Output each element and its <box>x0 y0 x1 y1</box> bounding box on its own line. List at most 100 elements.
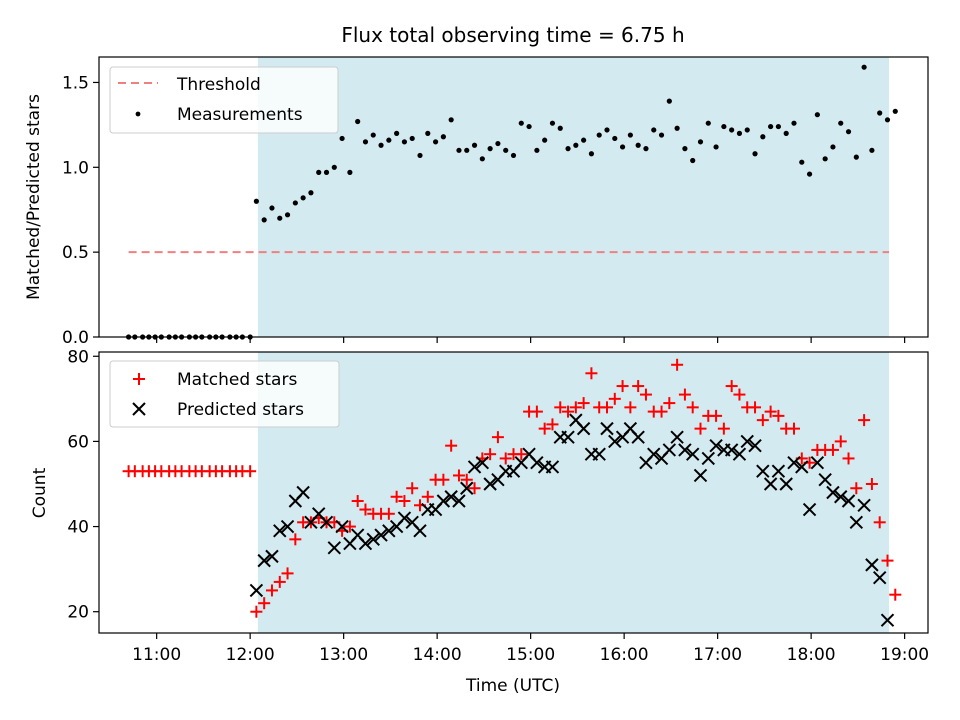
measurement-point <box>534 147 540 153</box>
matched-star-point <box>663 397 676 410</box>
measurement-point <box>822 156 828 162</box>
predicted-star-point-b <box>444 490 458 504</box>
measurement-points <box>126 64 898 340</box>
measurement-point <box>518 120 524 126</box>
bottom-x-tick-label: 11:00 <box>132 645 181 665</box>
measurement-point <box>697 139 704 145</box>
matched-star-point <box>484 448 497 461</box>
predicted-star-point <box>600 421 614 436</box>
top-panel: 0.0 0.5 1.0 1.5 Matched/Predicted stars Thr… <box>24 56 929 348</box>
predicted-star-point-b <box>732 447 747 461</box>
matched-star-point <box>889 588 902 601</box>
predicted-star-point <box>857 498 871 512</box>
measurement-point <box>503 147 509 153</box>
bottom-y-ticks: 20 40 60 80 <box>67 347 99 623</box>
predicted-star-point <box>647 447 661 461</box>
predicted-star-point <box>296 485 310 500</box>
matched-star-point <box>671 358 684 371</box>
matched-star-point <box>445 439 458 452</box>
matched-star-point <box>865 477 878 490</box>
matched-star-point <box>562 405 575 418</box>
predicted-star-point <box>834 490 848 504</box>
predicted-star-point <box>273 524 287 538</box>
top-x-ticks <box>156 337 906 343</box>
top-legend: Threshold Measurements <box>109 66 339 134</box>
matched-star-points <box>122 358 902 618</box>
predicted-star-point-b <box>600 421 614 436</box>
measurement-point <box>612 135 618 142</box>
predicted-star-point-b <box>857 498 871 512</box>
measurement-point <box>791 120 797 126</box>
matched-star-point <box>398 495 411 508</box>
predicted-star-point <box>678 443 692 457</box>
measurement-point <box>347 169 353 175</box>
matched-star-point <box>351 495 364 508</box>
predicted-star-point <box>779 477 793 491</box>
measurement-point <box>386 137 392 143</box>
legend-predicted-label: Predicted stars <box>177 400 304 420</box>
bottom-x-tick-label: 17:00 <box>693 645 742 665</box>
predicted-star-point <box>483 477 497 491</box>
predicted-star-point-b <box>561 430 575 444</box>
predicted-star-point-b <box>436 494 451 508</box>
measurement-point <box>471 142 478 148</box>
measurement-point <box>557 125 563 131</box>
measurement-point <box>362 139 369 145</box>
bottom-y-axis-label: Count <box>30 467 50 518</box>
matched-star-point <box>873 516 886 529</box>
measurement-point <box>300 195 306 201</box>
predicted-star-point-b <box>647 447 661 461</box>
measurement-point <box>729 127 735 133</box>
predicted-star-point-b <box>530 455 544 470</box>
predicted-star-point-b <box>670 430 684 444</box>
measurement-point <box>635 142 641 148</box>
predicted-star-point-b <box>358 536 373 551</box>
measurement-point <box>721 123 727 130</box>
measurement-point <box>542 137 548 143</box>
matched-star-point <box>772 409 785 422</box>
measurement-point <box>394 130 400 136</box>
measurement-point <box>487 146 493 152</box>
measurement-point <box>316 169 322 175</box>
measurement-point <box>261 217 267 223</box>
measurement-point <box>378 142 384 148</box>
matched-star-point <box>881 554 894 567</box>
predicted-star-point <box>257 553 271 568</box>
top-y-tick-label: 0.0 <box>62 328 89 348</box>
matched-star-point <box>842 452 855 465</box>
predicted-star-point-b <box>576 421 591 436</box>
predicted-star-point <box>865 558 879 572</box>
predicted-star-point-b <box>327 541 342 555</box>
predicted-star-point <box>467 460 482 474</box>
predicted-star-point-b <box>685 447 700 461</box>
predicted-star-point-b <box>802 502 817 517</box>
predicted-star-point-b <box>280 519 295 534</box>
bottom-legend: Matched stars Predicted stars <box>109 360 340 428</box>
predicted-star-point <box>724 443 739 457</box>
predicted-star-point-b <box>763 477 778 491</box>
predicted-star-point <box>631 430 645 444</box>
matched-star-point <box>460 473 473 486</box>
matched-star-point <box>499 452 512 465</box>
predicted-star-point-b <box>382 524 396 538</box>
predicted-star-point-b <box>771 464 786 478</box>
predicted-star-point <box>444 490 458 504</box>
predicted-star-point <box>319 515 334 530</box>
predicted-star-point <box>358 536 373 551</box>
measurement-point <box>456 147 462 153</box>
matched-star-point <box>639 388 652 401</box>
bottom-axes-frame <box>98 351 929 634</box>
matched-star-point <box>686 401 699 414</box>
predicted-star-point-b <box>467 460 482 474</box>
measurement-point <box>853 154 859 160</box>
top-y-tick-label: 0.5 <box>62 243 89 263</box>
predicted-star-point <box>763 477 778 491</box>
top-y-axis-label: Matched/Predicted stars <box>24 94 44 300</box>
top-legend-box <box>109 66 339 134</box>
measurement-point <box>869 147 875 153</box>
matched-star-point <box>756 414 769 427</box>
matched-star-point <box>616 380 629 393</box>
predicted-star-point-b <box>880 613 895 627</box>
measurement-point <box>588 151 595 157</box>
predicted-star-point-b <box>273 524 287 538</box>
